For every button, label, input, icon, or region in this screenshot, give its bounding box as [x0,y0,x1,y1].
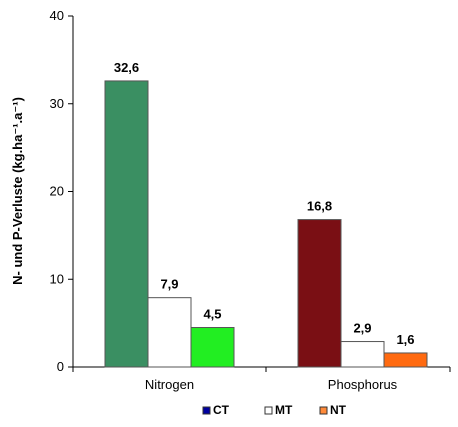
y-tick-label: 0 [57,359,64,374]
data-label-ct-nitrogen: 32,6 [114,60,139,75]
x-category-label: Phosphorus [328,377,398,392]
legend-swatch-nt [319,406,328,415]
bar-ct-phosphorus [297,219,342,368]
y-tick-label: 20 [50,184,64,199]
y-tick-label: 30 [50,96,64,111]
legend-label-mt: MT [275,403,293,417]
data-label-nt-phosphorus: 1,6 [396,332,414,347]
data-label-nt-nitrogen: 4,5 [203,307,221,322]
legend-label-ct: CT [213,403,230,417]
data-label-mt-nitrogen: 7,9 [160,277,178,292]
y-tick-label: 10 [50,271,64,286]
data-label-mt-phosphorus: 2,9 [353,321,371,336]
y-axis-label: N- und P-Verluste (kg.ha⁻¹.a⁻¹) [10,97,25,285]
legend-swatch-mt [264,406,273,415]
bar-mt-phosphorus [340,341,385,368]
bar-ct-nitrogen [104,80,149,368]
bar-nt-nitrogen [190,327,235,368]
data-label-ct-phosphorus: 16,8 [307,199,332,214]
legend-label-nt: NT [330,403,347,417]
x-category-label: Nitrogen [145,377,194,392]
bar-mt-nitrogen [147,297,192,368]
bar-nt-phosphorus [383,352,428,368]
legend-swatch-ct [202,406,211,415]
y-tick-label: 40 [50,8,64,23]
